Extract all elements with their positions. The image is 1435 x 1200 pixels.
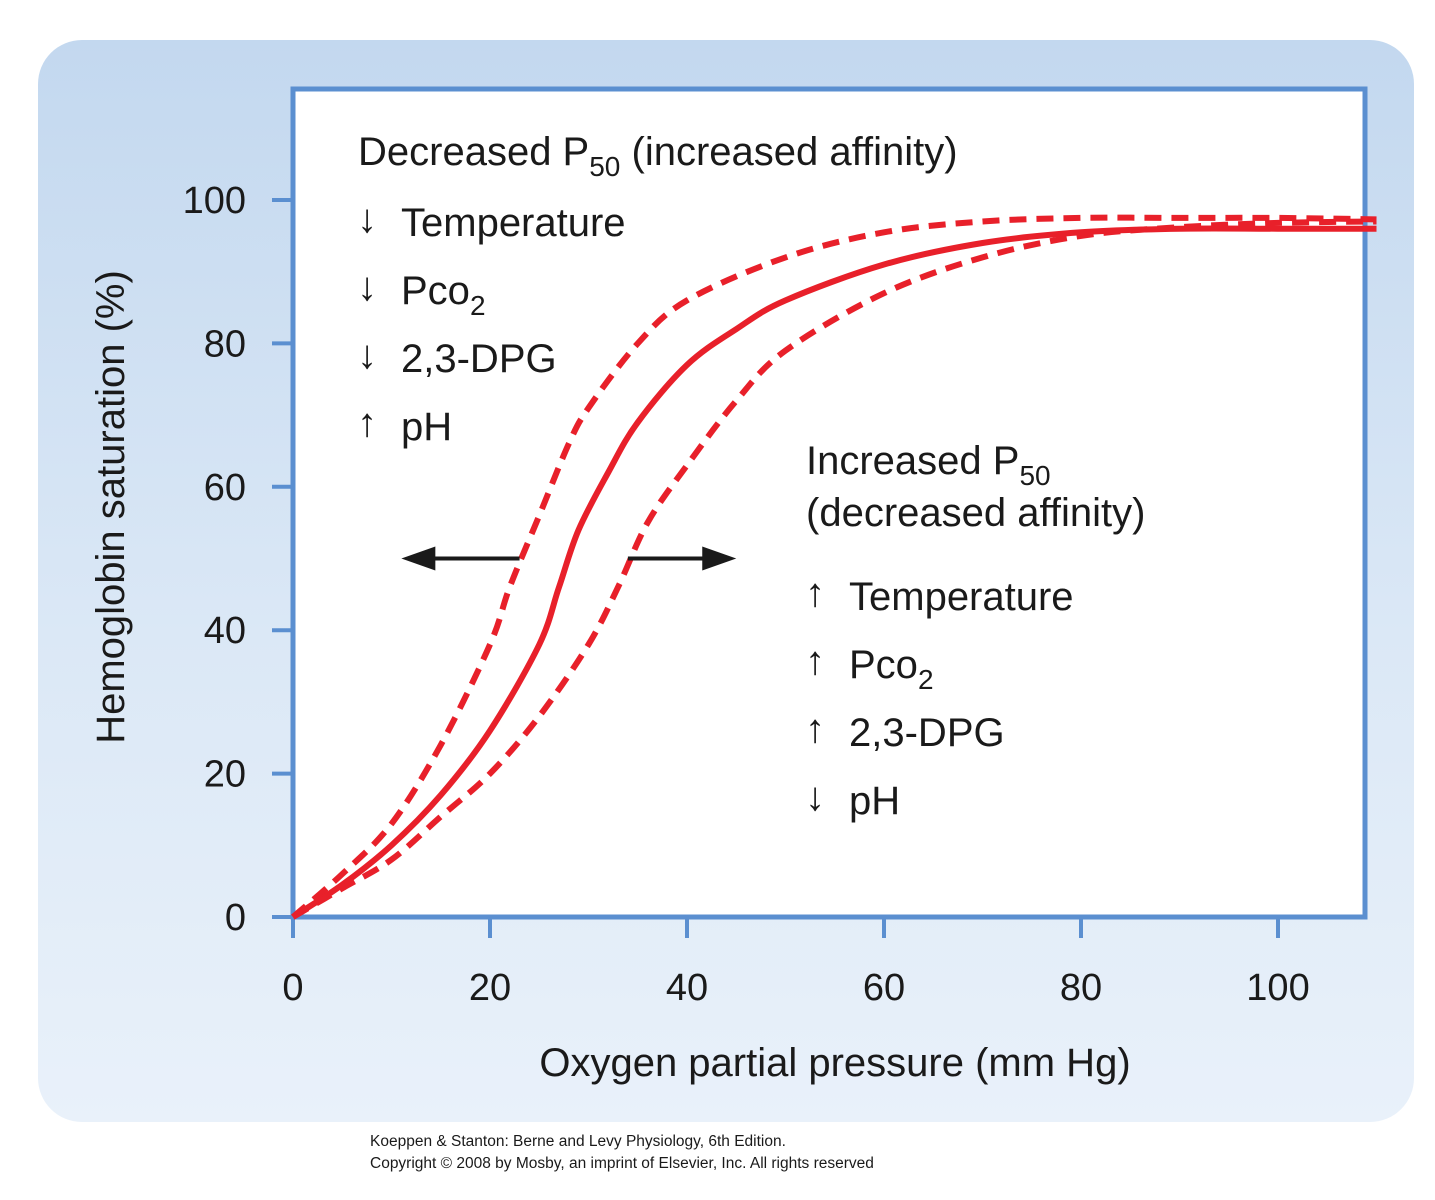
decreased-affinity-factor: ↑ Pco2 [805, 639, 934, 695]
factor-label: pH [401, 405, 452, 449]
factor-label: Pco2 [849, 643, 934, 695]
y-tick-label: 100 [183, 180, 246, 222]
increased-affinity-factor: ↓ Temperature [357, 197, 626, 245]
factor-label: 2,3-DPG [849, 711, 1005, 755]
change-arrow-icon: ↓ [805, 775, 825, 819]
increased-affinity-title: Decreased P50 (increased affinity) [358, 130, 958, 182]
left-shifted-curve [291, 214, 1377, 920]
normal-curve [291, 225, 1377, 920]
increased-affinity-factor: ↓ Pco2 [357, 265, 486, 321]
credit-line-2: Copyright © 2008 by Mosby, an imprint of… [370, 1155, 874, 1172]
credit-line-1: Koeppen & Stanton: Berne and Levy Physio… [370, 1133, 786, 1150]
x-tick-label: 80 [1060, 967, 1102, 1009]
shift-arrow-left-head [401, 546, 436, 571]
change-arrow-icon: ↓ [357, 333, 377, 377]
factor-label: Temperature [401, 201, 626, 245]
y-tick-label: 20 [204, 754, 246, 796]
change-arrow-icon: ↑ [357, 401, 377, 445]
change-arrow-icon: ↓ [357, 265, 377, 309]
y-tick-label: 0 [225, 897, 246, 939]
change-arrow-icon: ↑ [805, 571, 825, 615]
increased-affinity-factor: ↓ 2,3-DPG [357, 333, 557, 381]
y-axis-label: Hemoglobin saturation (%) [89, 270, 133, 744]
decreased-affinity-factor: ↑ Temperature [805, 571, 1074, 619]
x-tick-label: 60 [863, 967, 905, 1009]
change-arrow-icon: ↑ [805, 707, 825, 751]
decreased-affinity-subtitle: (decreased affinity) [806, 491, 1145, 535]
increased-affinity-annotation: Decreased P50 (increased affinity) ↓ Tempe… [357, 130, 958, 449]
increased-affinity-factor: ↑ pH [357, 401, 452, 449]
copyright-credit: Koeppen & Stanton: Berne and Levy Physio… [370, 1131, 1270, 1175]
decreased-affinity-factor: ↓ pH [805, 775, 900, 823]
decreased-affinity-title: Increased P50 [806, 439, 1051, 491]
change-arrow-icon: ↓ [357, 197, 377, 241]
change-arrow-icon: ↑ [805, 639, 825, 683]
factor-label: Pco2 [401, 269, 486, 321]
x-tick-label: 40 [666, 967, 708, 1009]
factor-label: 2,3-DPG [401, 337, 557, 381]
factor-label: pH [849, 779, 900, 823]
factor-label: Temperature [849, 575, 1074, 619]
decreased-affinity-factor: ↑ 2,3-DPG [805, 707, 1005, 755]
y-tick-label: 40 [204, 610, 246, 652]
x-tick-label: 20 [469, 967, 511, 1009]
x-tick-label: 0 [282, 967, 303, 1009]
y-tick-label: 80 [204, 323, 246, 365]
right-shifted-curve [291, 218, 1377, 920]
x-axis-label: Oxygen partial pressure (mm Hg) [539, 1041, 1130, 1085]
y-tick-label: 60 [204, 467, 246, 509]
x-tick-label: 100 [1246, 967, 1309, 1009]
decreased-affinity-annotation: Increased P50(decreased affinity) ↑ Temper… [805, 439, 1145, 823]
shift-arrow-right-head [702, 546, 737, 571]
